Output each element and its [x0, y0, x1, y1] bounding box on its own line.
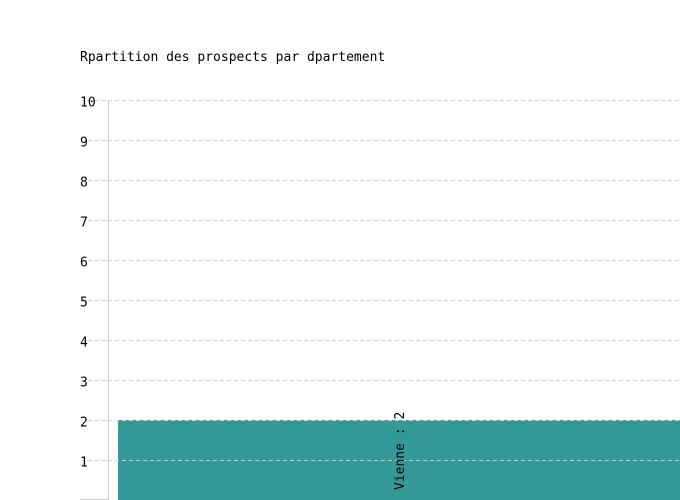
y-tick-label: 9	[80, 136, 88, 151]
y-tick-label: 4	[80, 336, 88, 351]
y-tick-label: 7	[80, 216, 88, 231]
y-tick-label: 1	[80, 456, 88, 471]
y-tick-label: 8	[80, 176, 88, 191]
y-tick-label: 6	[80, 256, 88, 271]
y-tick-label: 10	[80, 96, 96, 111]
y-tick-label: 2	[80, 416, 88, 431]
chart-title: Rpartition des prospects par dpartement	[80, 50, 386, 65]
y-tick-label: 3	[80, 376, 88, 391]
y-tick-label: 5	[80, 296, 88, 311]
data-label: Vienne : 2	[393, 412, 408, 490]
